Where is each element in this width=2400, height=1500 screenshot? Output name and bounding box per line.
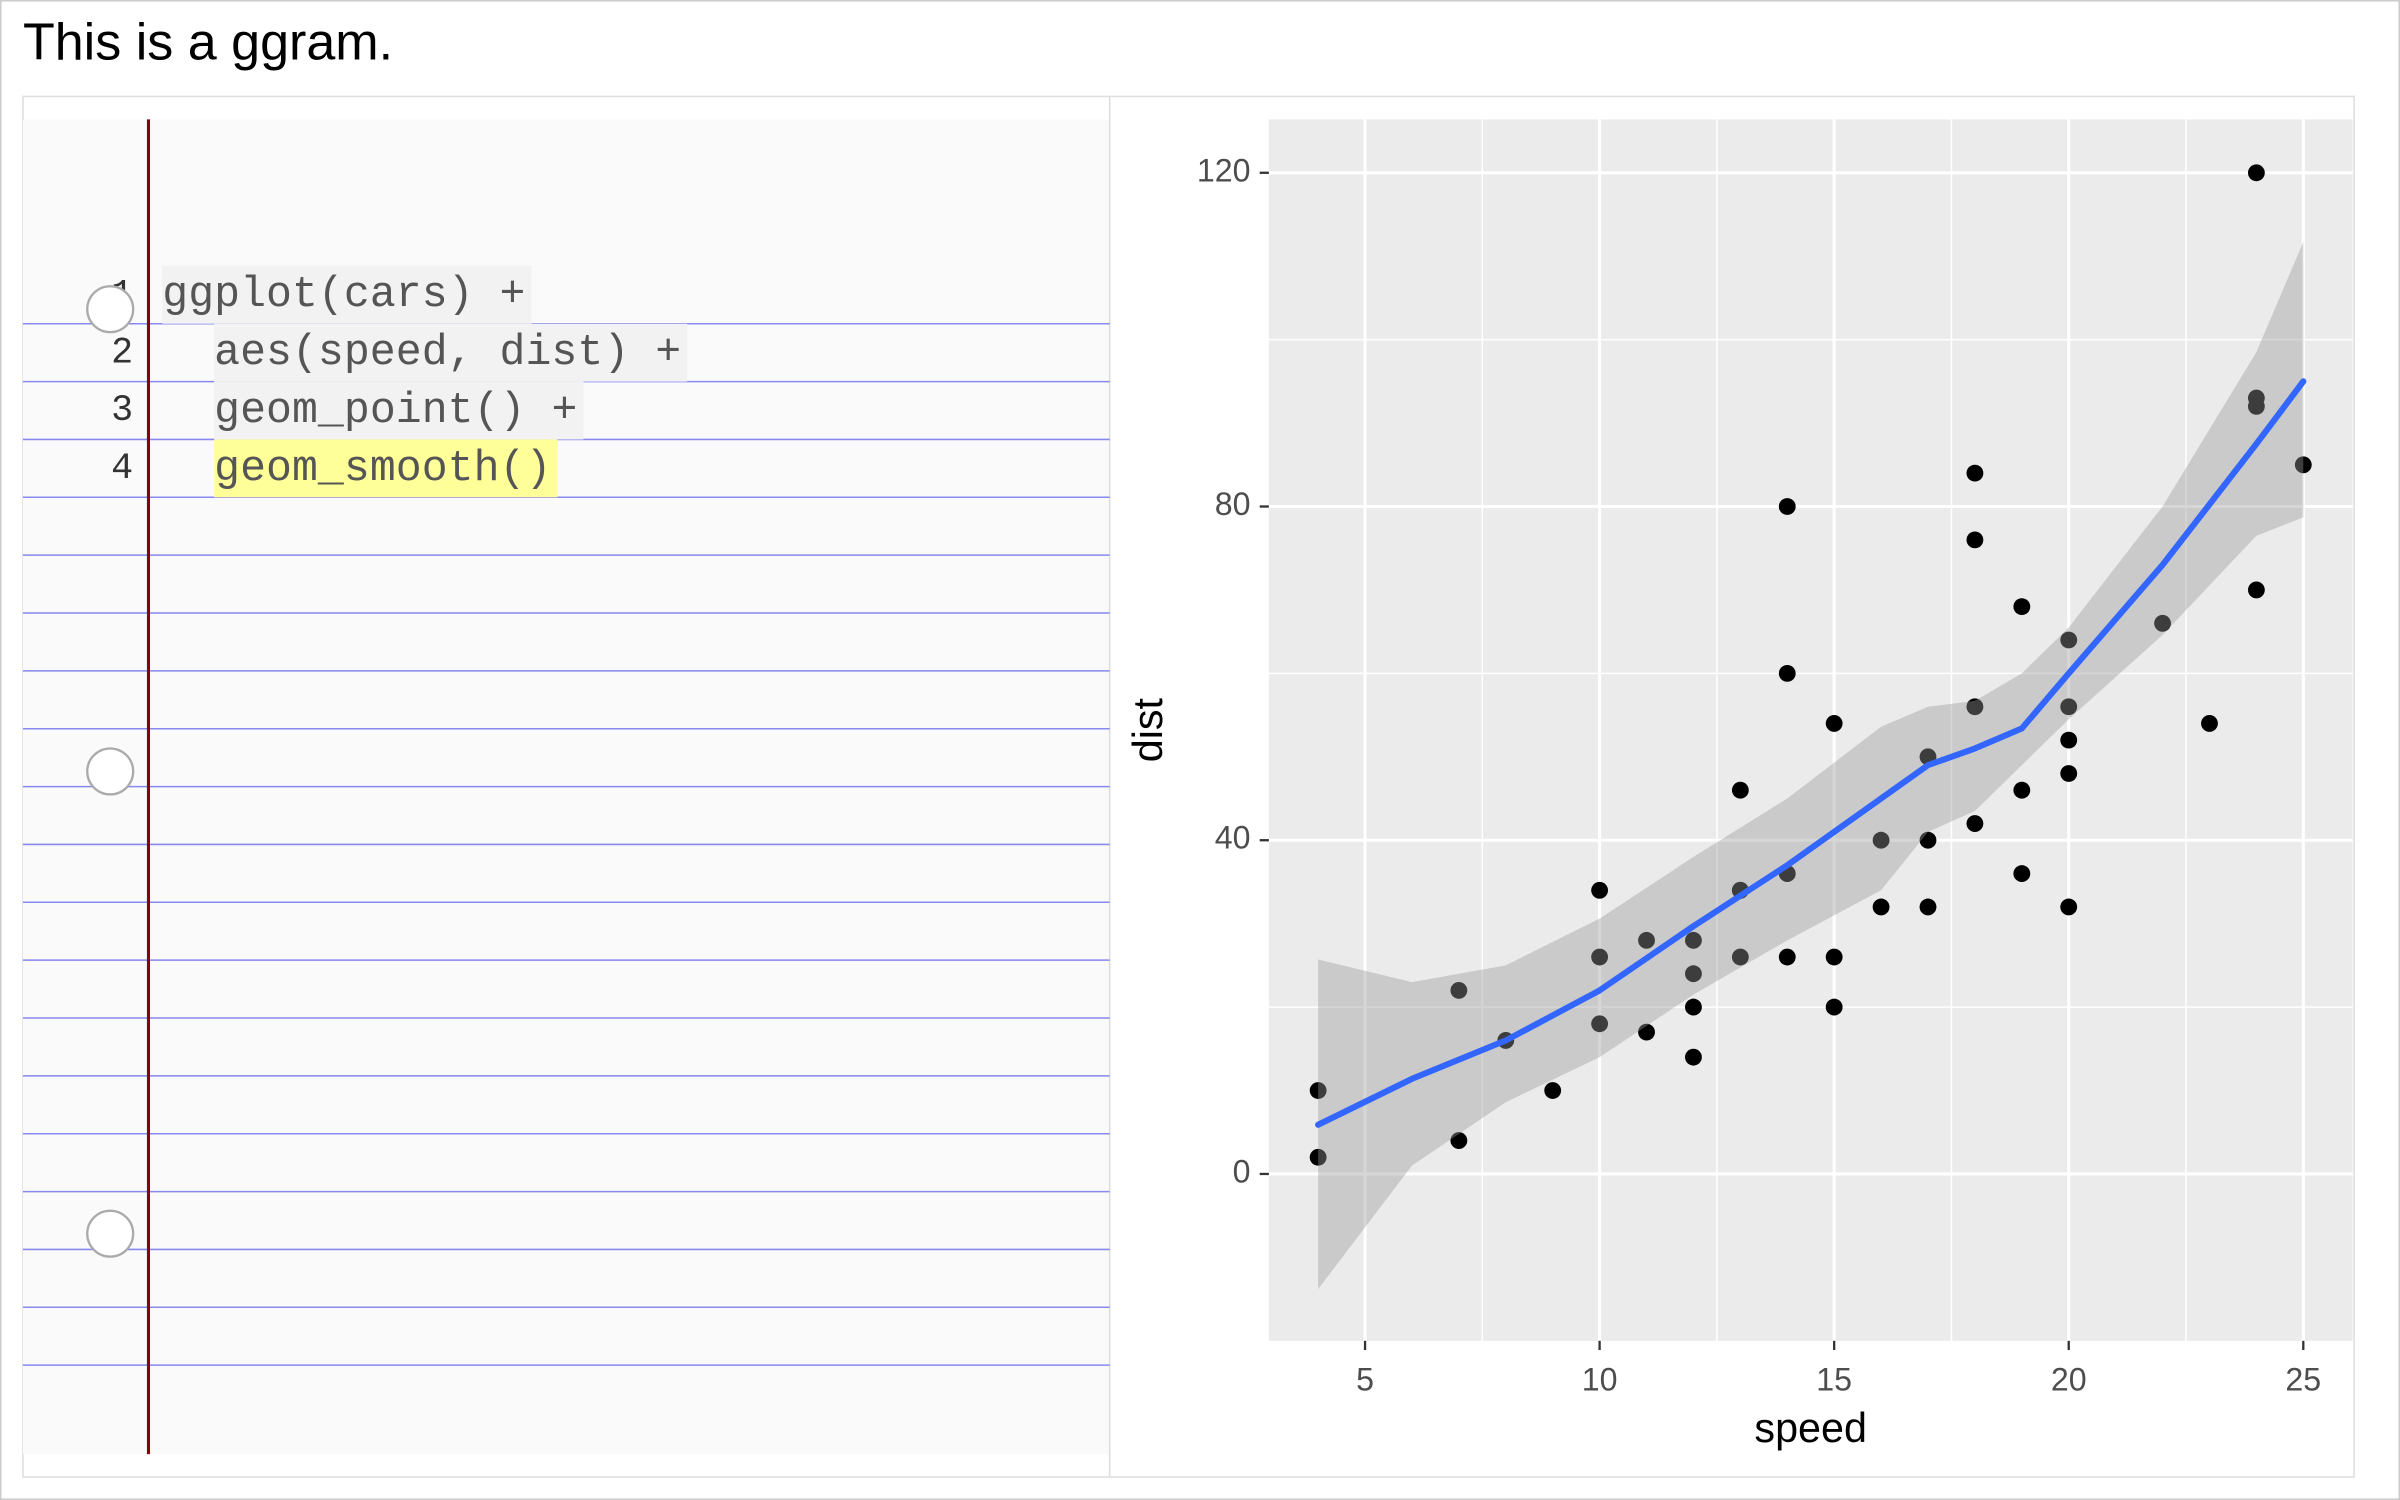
code-line-bg — [214, 323, 688, 382]
point — [2060, 731, 2078, 749]
point — [1872, 831, 1890, 849]
line-number: 4 — [111, 448, 133, 490]
point — [1731, 781, 1749, 799]
point — [2013, 598, 2031, 616]
smooth-line — [1315, 378, 2307, 1128]
point — [1966, 698, 1984, 716]
y-tick-label: 80 — [1215, 486, 1251, 522]
point — [1450, 981, 1468, 999]
point — [1450, 1132, 1468, 1150]
code-line: aes(speed, dist) + — [162, 328, 681, 377]
point — [1919, 898, 1937, 916]
y-tick-label: 0 — [1233, 1153, 1251, 1189]
x-tick-label: 15 — [1816, 1362, 1852, 1398]
point — [2201, 715, 2218, 732]
point — [2294, 456, 2312, 474]
point — [1685, 931, 1702, 949]
binder-hole — [86, 1209, 135, 1258]
point — [1638, 1023, 1655, 1041]
code-line: geom_smooth() — [162, 444, 551, 493]
x-tick-label: 5 — [1356, 1362, 1374, 1398]
point — [1591, 948, 1609, 966]
y-tick-label: 40 — [1215, 820, 1251, 856]
x-tick-label: 10 — [1582, 1362, 1618, 1398]
point — [2247, 164, 2265, 182]
point — [1966, 815, 1984, 832]
point — [2247, 389, 2265, 407]
point — [1309, 1082, 1327, 1099]
point — [1544, 1082, 1562, 1099]
point — [2060, 898, 2078, 916]
point — [1778, 664, 1796, 682]
point — [2060, 631, 2078, 649]
point — [1638, 931, 1655, 949]
point — [1966, 531, 1984, 549]
point — [2060, 765, 2078, 782]
point — [1778, 948, 1796, 966]
point — [1731, 948, 1749, 966]
line-number: 3 — [111, 390, 133, 432]
code-line: geom_point() + — [162, 386, 577, 435]
point — [1591, 1015, 1609, 1033]
highlighted-line — [214, 439, 558, 498]
code-line-bg — [162, 265, 532, 324]
point — [1872, 898, 1890, 916]
point — [2154, 614, 2171, 632]
point — [2013, 781, 2031, 799]
page-title: This is a ggram. — [23, 14, 393, 72]
point — [2013, 865, 2031, 883]
binder-hole — [86, 747, 135, 796]
y-tick-label: 120 — [1197, 152, 1251, 188]
point — [1685, 998, 1702, 1016]
point — [1778, 498, 1796, 515]
point — [1825, 715, 1843, 732]
point — [1966, 464, 1984, 482]
point — [1309, 1148, 1327, 1166]
point — [1685, 965, 1702, 983]
notebook: 1ggplot(cars) +2 aes(speed, dist) +3 geo… — [22, 96, 1111, 1478]
binder-hole — [86, 285, 135, 334]
widget-border — [22, 95, 2355, 1478]
confidence-band — [1318, 242, 2304, 1290]
point — [1825, 998, 1843, 1016]
code-line: ggplot(cars) + — [162, 270, 525, 319]
point — [1919, 831, 1937, 849]
point — [2060, 698, 2078, 716]
point — [1591, 881, 1609, 899]
point — [1825, 948, 1843, 966]
plot: 5 10 15 20 25 0 40 80 120 speed dist — [1125, 119, 2353, 1451]
point — [1685, 1048, 1702, 1066]
x-tick-label: 25 — [2285, 1362, 2321, 1398]
line-number: 2 — [111, 332, 133, 374]
point — [2247, 581, 2265, 599]
panel-background — [1268, 119, 2353, 1341]
code-line-bg — [214, 381, 584, 440]
y-axis-title: dist — [1125, 697, 1171, 762]
x-axis-title: speed — [1754, 1405, 1867, 1451]
x-tick-label: 20 — [2051, 1362, 2087, 1398]
